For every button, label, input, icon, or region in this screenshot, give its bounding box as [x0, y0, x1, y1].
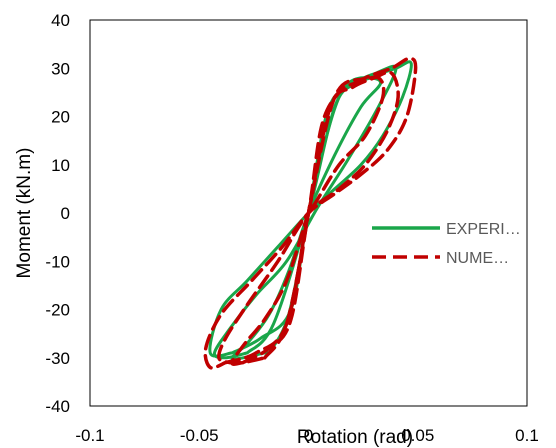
series-loop-2: [217, 70, 400, 365]
x-tick-label: 0.1: [515, 426, 539, 445]
y-tick-label: -30: [45, 349, 70, 368]
legend-label-2: NUME…: [446, 250, 509, 267]
y-tick-label: 0: [61, 204, 70, 223]
x-tick-label: -0.05: [180, 426, 219, 445]
plot-area: [89, 19, 528, 407]
y-tick-label: 10: [51, 156, 70, 175]
x-tick-label: 0.05: [401, 426, 434, 445]
x-axis-title: Rotation (rad): [297, 427, 413, 448]
y-tick-label: 20: [51, 108, 70, 127]
x-tick-label: 0: [304, 426, 313, 445]
data-series-layer: [203, 56, 418, 370]
series-loop-3: [203, 56, 418, 370]
y-tick-label: -40: [45, 397, 70, 416]
series-loop-1: [230, 75, 386, 366]
y-axis-title: Moment (kN.m): [14, 148, 35, 279]
axes-layer: -0.1 -0.05 0 0.05 0.1 40 30 20 10 0 -10 -20 -30 -40: [45, 11, 538, 445]
y-tick-label: -20: [45, 301, 70, 320]
legend: EXPERI… NUME…: [372, 221, 521, 267]
y-tick-label: -10: [45, 252, 70, 271]
y-tick-label: 40: [51, 11, 70, 30]
x-tick-label: -0.1: [75, 426, 104, 445]
y-tick-label: 30: [51, 59, 70, 78]
legend-label-1: EXPERI…: [446, 221, 521, 238]
series-numerical: [203, 56, 418, 370]
